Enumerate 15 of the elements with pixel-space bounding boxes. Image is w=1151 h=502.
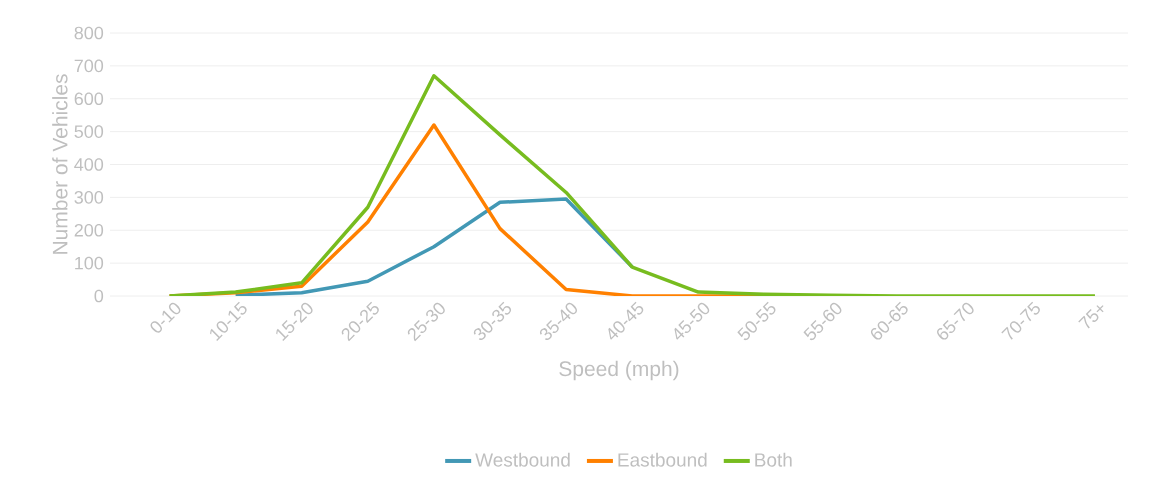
legend-label: Both: [755, 452, 792, 467]
legend-label: Eastbound: [618, 452, 707, 467]
y-tick-label: 400: [74, 158, 104, 171]
y-tick-label: 0: [94, 289, 104, 303]
x-tick-label: 75+: [1078, 305, 1104, 329]
y-tick-label: 300: [74, 191, 104, 204]
y-tick-label: 700: [74, 59, 104, 73]
y-tick-label: 600: [74, 92, 104, 106]
y-axis-title: Number of Vehicles: [52, 74, 68, 254]
y-tick-label: 100: [75, 256, 104, 270]
y-tick-label: 500: [74, 125, 104, 138]
y-tick-label: 800: [74, 26, 104, 40]
legend-label: Westbound: [475, 452, 570, 467]
x-axis-title: Speed (mph): [559, 360, 679, 381]
y-tick-label: 200: [74, 223, 104, 237]
